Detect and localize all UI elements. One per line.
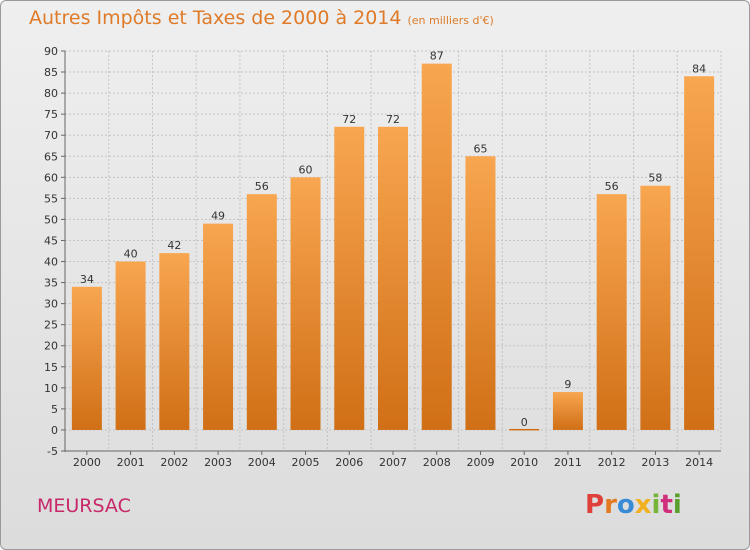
- bar: [115, 261, 146, 430]
- bar-data-label: 84: [692, 62, 706, 75]
- y-tick-label: 20: [44, 340, 58, 353]
- y-tick-label: 5: [51, 403, 58, 416]
- x-tick-label: 2006: [335, 456, 363, 469]
- x-tick-label: 2010: [510, 456, 538, 469]
- bar: [684, 76, 715, 430]
- bar: [640, 185, 671, 430]
- bar-data-label: 72: [386, 113, 400, 126]
- logo-letter: t: [660, 490, 673, 520]
- bar-data-label: 9: [564, 378, 571, 391]
- y-tick-label: 50: [44, 213, 58, 226]
- bar-data-label: 65: [473, 142, 487, 155]
- x-tick-label: 2009: [466, 456, 494, 469]
- bar-layer: [71, 63, 715, 431]
- x-tick-label: 2003: [204, 456, 232, 469]
- logo-letter: i: [651, 490, 661, 520]
- bar: [421, 63, 452, 430]
- y-tick-label: 70: [44, 129, 58, 142]
- bar-data-label: 40: [124, 248, 138, 261]
- y-tick-label: 25: [44, 319, 58, 332]
- x-tick-label: 2005: [292, 456, 320, 469]
- y-tick-label: 60: [44, 171, 58, 184]
- bar: [465, 156, 496, 430]
- bar: [552, 392, 583, 430]
- y-tick-label: 75: [44, 108, 58, 121]
- bar: [159, 253, 190, 430]
- x-tick-label: 2007: [379, 456, 407, 469]
- bar-data-label: 60: [299, 163, 313, 176]
- y-tick-label: 0: [51, 424, 58, 437]
- logo-letter: x: [634, 490, 652, 520]
- bar: [596, 194, 627, 430]
- y-tick-label: 55: [44, 192, 58, 205]
- label-layer: 34 40 42 49 56 60 72 72 87 65 0 9 56 58 84: [80, 50, 706, 429]
- y-tick-label: 10: [44, 382, 58, 395]
- x-tick-label: 2013: [641, 456, 669, 469]
- y-tick-label: -5: [47, 445, 58, 458]
- y-tick-label: 35: [44, 277, 58, 290]
- bar-data-label: 34: [80, 273, 94, 286]
- bar-data-label: 56: [605, 180, 619, 193]
- y-tick-label: 65: [44, 150, 58, 163]
- y-tick-label: 90: [44, 45, 58, 58]
- bar-data-label: 72: [342, 113, 356, 126]
- bar-data-label: 0: [521, 416, 528, 429]
- x-tick-label: 2011: [554, 456, 582, 469]
- bar-data-label: 49: [211, 210, 225, 223]
- bar: [509, 428, 540, 431]
- bar-data-label: 42: [167, 239, 181, 252]
- proxiti-logo[interactable]: Proxiti: [585, 490, 682, 520]
- y-tick-label: 85: [44, 66, 58, 79]
- bar: [378, 126, 408, 430]
- x-tick-label: 2008: [423, 456, 451, 469]
- commune-name: MEURSAC: [37, 495, 131, 517]
- y-tick-label: 40: [44, 256, 58, 269]
- bar: [290, 177, 321, 430]
- chart-title-unit: (en milliers d'€): [407, 14, 494, 27]
- logo-letter: i: [672, 490, 682, 520]
- x-tick-label: 2014: [685, 456, 713, 469]
- bar: [334, 126, 365, 430]
- axis-layer: -505101520253035404550556065707580859020…: [44, 45, 721, 469]
- bar: [203, 223, 234, 430]
- bar-data-label: 87: [430, 50, 444, 63]
- bar: [71, 286, 102, 430]
- x-tick-label: 2002: [160, 456, 188, 469]
- x-tick-label: 2000: [73, 456, 101, 469]
- y-tick-label: 45: [44, 234, 58, 247]
- y-tick-label: 30: [44, 298, 58, 311]
- bar-data-label: 56: [255, 180, 269, 193]
- y-tick-label: 15: [44, 361, 58, 374]
- bar: [246, 194, 277, 430]
- logo-letter: o: [616, 490, 635, 520]
- chart-title-main: Autres Impôts et Taxes de 2000 à 2014: [29, 7, 402, 29]
- x-tick-label: 2004: [248, 456, 276, 469]
- x-tick-label: 2012: [598, 456, 626, 469]
- y-tick-label: 80: [44, 87, 58, 100]
- bar-data-label: 58: [648, 172, 662, 185]
- logo-letter: r: [604, 490, 617, 520]
- x-tick-label: 2001: [117, 456, 145, 469]
- logo-letter: P: [585, 490, 605, 520]
- chart-title: Autres Impôts et Taxes de 2000 à 2014 (en…: [29, 7, 494, 29]
